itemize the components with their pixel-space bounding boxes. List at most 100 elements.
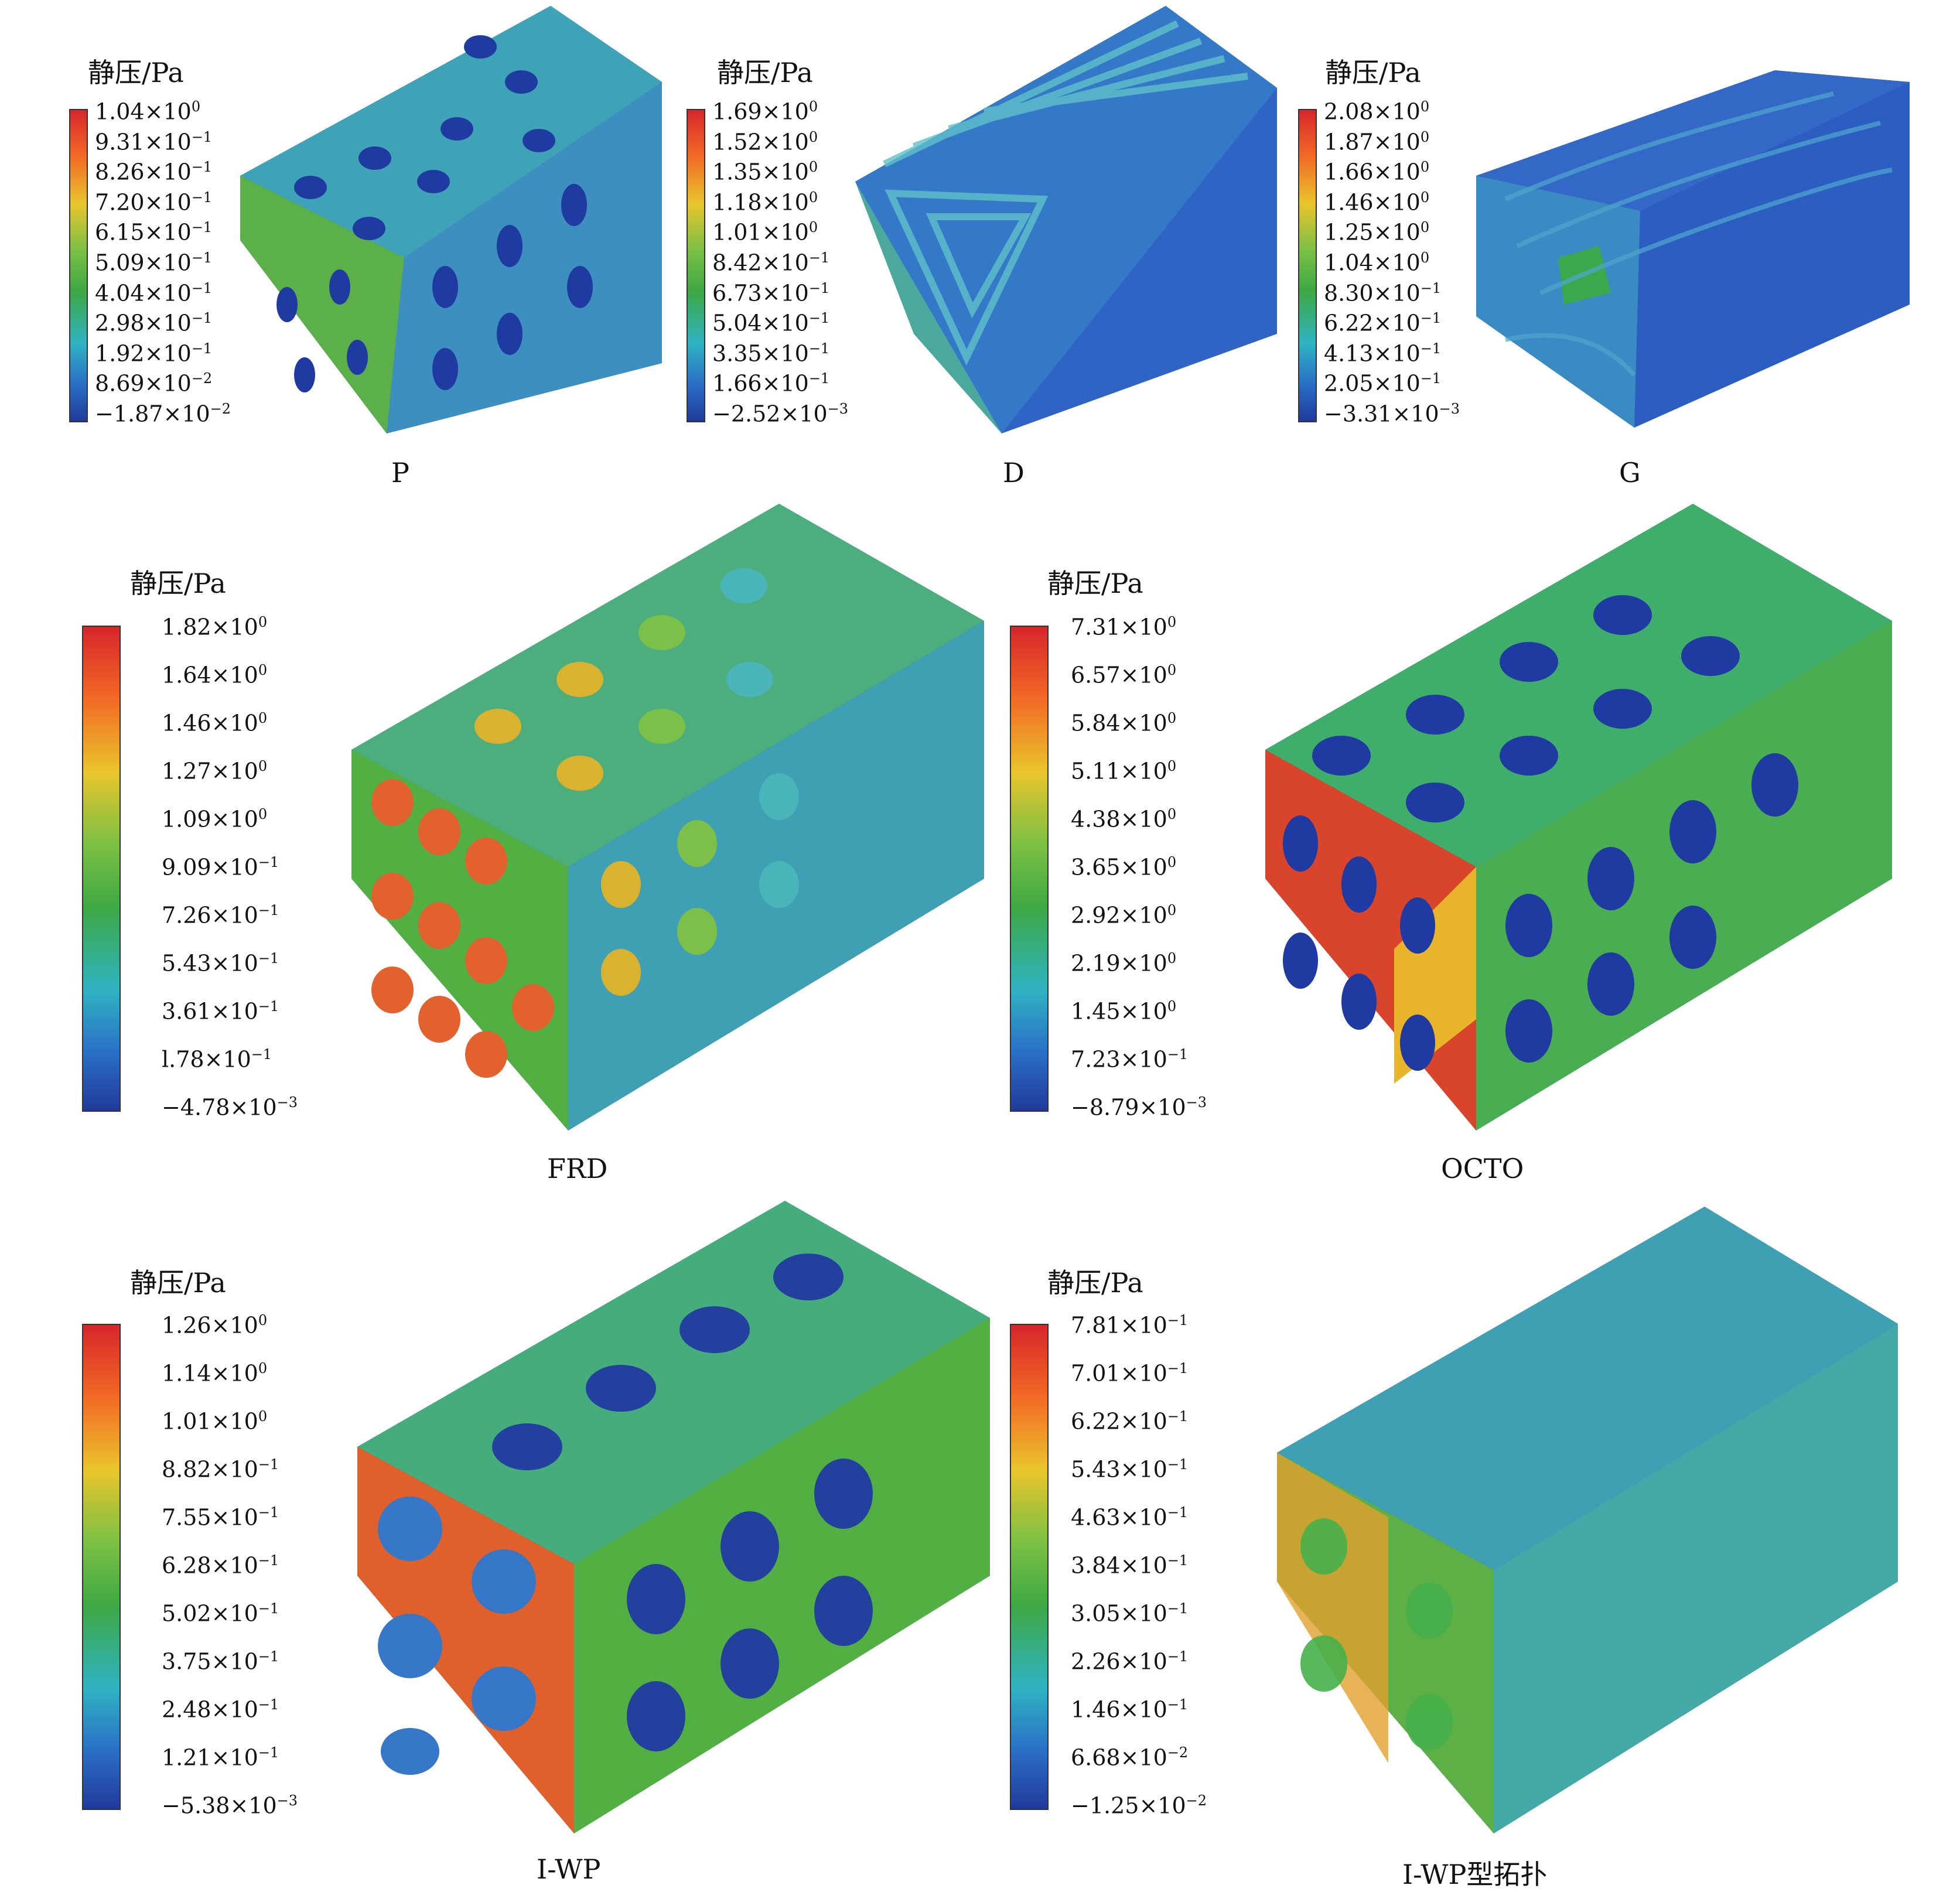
colorbar-tick-label: 9.31×10−1: [95, 128, 213, 155]
iwp-structure-render: [357, 1201, 990, 1833]
legend-title: 静压/Pa: [1325, 57, 1421, 88]
panel-caption: I-WP型拓扑: [1402, 1859, 1548, 1890]
colorbar-tick-label: 2.92×100: [1071, 902, 1177, 928]
colorbar-tick-label: 2.98×10−1: [95, 310, 213, 336]
panel-caption: FRD: [547, 1153, 608, 1184]
colorbar-tick-label: 6.28×10−1: [162, 1552, 279, 1579]
colorbar-tick-label: 5.04×10−1: [712, 310, 830, 336]
colorbar-tick-label: 1.87×100: [1324, 128, 1430, 155]
colorbar-tick-label: 1.01×100: [162, 1408, 268, 1435]
colorbar-tick-label: 7.55×10−1: [162, 1504, 279, 1531]
legend-title: 静压/Pa: [717, 57, 813, 88]
colorbar-tick-label: 1.01×100: [712, 219, 818, 246]
legend-title: 静压/Pa: [130, 1267, 226, 1299]
colorbar-tick-label: 2.26×10−1: [1071, 1648, 1189, 1675]
colorbar-tick-label: 8.30×10−1: [1324, 279, 1442, 306]
colorbar-tick-label: 1.14×100: [162, 1360, 268, 1386]
colorbar-tick-label: 6.22×10−1: [1071, 1408, 1189, 1435]
octo-structure-render: [1265, 504, 1892, 1131]
colorbar-tick-label: 4.38×100: [1071, 806, 1177, 832]
colorbar: [687, 109, 705, 422]
colorbar-tick-label: 1.46×100: [1324, 189, 1430, 216]
colorbar-tick-label: 1.46×10−1: [1071, 1696, 1189, 1723]
colorbar-tick-label: 1.09×100: [162, 806, 268, 832]
colorbar-tick-label: 3.05×10−1: [1071, 1600, 1189, 1627]
colorbar-tick-label: 4.63×10−1: [1071, 1504, 1189, 1531]
legend-title: 静压/Pa: [1047, 1267, 1143, 1299]
colorbar-tick-label: 1.25×100: [1324, 219, 1430, 246]
colorbar-tick-label: 5.02×10−1: [162, 1600, 279, 1627]
colorbar-tick-label: 1.21×10−1: [162, 1744, 279, 1771]
legend-title: 静压/Pa: [88, 57, 184, 88]
colorbar-tick-label: −8.79×10−3: [1071, 1094, 1207, 1121]
colorbar: [69, 109, 88, 422]
colorbar-tick-label: 6.73×10−1: [712, 279, 830, 306]
colorbar-tick-label: 3.84×10−1: [1071, 1552, 1189, 1579]
colorbar-tick-label: 7.01×10−1: [1071, 1360, 1189, 1386]
iwp-topology-structure-render: [1277, 1207, 1898, 1833]
colorbar-tick-label: 1.45×100: [1071, 998, 1177, 1024]
colorbar-tick-label: 1.64×100: [162, 662, 268, 688]
colorbar-tick-label: 2.48×10−1: [162, 1696, 279, 1723]
panel-caption: G: [1619, 457, 1641, 489]
colorbar-tick-label: 7.26×10−1: [162, 902, 279, 928]
colorbar-tick-label: −1.25×10−2: [1071, 1792, 1207, 1819]
colorbar-tick-label: 1.66×10−1: [712, 370, 830, 397]
colorbar-tick-label: 1.18×100: [712, 189, 818, 216]
colorbar-tick-label: 5.09×10−1: [95, 250, 213, 276]
panel-caption: D: [1003, 457, 1025, 489]
colorbar-tick-label: 5.11×100: [1071, 758, 1177, 784]
colorbar: [82, 626, 121, 1112]
panel-caption: P: [391, 457, 409, 489]
colorbar-tick-label: 8.42×10−1: [712, 250, 830, 276]
colorbar: [1298, 109, 1317, 422]
colorbar-tick-label: 6.68×10−2: [1071, 1744, 1189, 1771]
colorbar-tick-label: 1.26×100: [162, 1312, 268, 1338]
colorbar-tick-label: 8.82×10−1: [162, 1456, 279, 1483]
colorbar-tick-label: 3.61×10−1: [162, 998, 279, 1024]
colorbar-tick-label: 1.66×100: [1324, 159, 1430, 185]
colorbar-tick-label: 2.05×10−1: [1324, 370, 1442, 397]
g-structure-render: [1476, 70, 1910, 428]
colorbar-tick-label: −5.38×10−3: [162, 1792, 298, 1819]
colorbar-tick-label: 4.13×10−1: [1324, 340, 1442, 367]
colorbar-tick-label: 7.23×10−1: [1071, 1046, 1189, 1073]
colorbar-tick-label: 8.26×10−1: [95, 159, 213, 185]
colorbar-tick-label: −3.31×10−3: [1324, 401, 1460, 427]
colorbar-tick-label: 3.75×10−1: [162, 1648, 279, 1675]
colorbar-tick-label: −1.87×10−2: [95, 401, 231, 427]
colorbar-tick-label: 1.46×100: [162, 710, 268, 736]
colorbar-tick-label: 5.43×10−1: [162, 950, 279, 976]
colorbar-tick-label: 3.65×100: [1071, 854, 1177, 880]
colorbar-tick-label: 2.19×100: [1071, 950, 1177, 976]
colorbar-tick-label: 7.20×10−1: [95, 189, 213, 216]
colorbar-tick-label: 5.43×10−1: [1071, 1456, 1189, 1483]
legend-title: 静压/Pa: [130, 568, 226, 599]
panel-caption: I-WP: [537, 1853, 601, 1885]
colorbar: [82, 1324, 121, 1810]
colorbar-tick-label: 1.52×100: [712, 128, 818, 155]
colorbar-tick-label: 9.09×10−1: [162, 854, 279, 880]
p-structure-render: [240, 6, 662, 433]
legend-title: 静压/Pa: [1047, 568, 1143, 599]
colorbar-tick-label: 4.04×10−1: [95, 279, 213, 306]
colorbar-tick-label: 5.84×100: [1071, 710, 1177, 736]
colorbar-tick-label: −2.52×10−3: [712, 401, 849, 427]
colorbar-tick-label: 7.81×10−1: [1071, 1312, 1189, 1338]
colorbar-tick-label: 2.08×100: [1324, 98, 1430, 125]
d-structure-render: [855, 6, 1277, 433]
colorbar-tick-label: 3.35×10−1: [712, 340, 830, 367]
colorbar-tick-label: 1.04×100: [95, 98, 201, 125]
colorbar-tick-label: 1.04×100: [1324, 250, 1430, 276]
colorbar-tick-label: 6.57×100: [1071, 662, 1177, 688]
colorbar-tick-label: 7.31×100: [1071, 614, 1177, 640]
colorbar-tick-label: l.78×10−1: [162, 1046, 272, 1073]
colorbar-tick-label: 1.35×100: [712, 159, 818, 185]
colorbar-tick-label: 8.69×10−2: [95, 370, 213, 397]
colorbar-tick-label: 1.27×100: [162, 758, 268, 784]
colorbar-tick-label: 6.22×10−1: [1324, 310, 1442, 336]
colorbar-tick-label: 1.69×100: [712, 98, 818, 125]
frd-structure-render: [351, 504, 984, 1131]
colorbar-tick-label: 1.82×100: [162, 614, 268, 640]
colorbar-tick-label: −4.78×10−3: [162, 1094, 298, 1121]
